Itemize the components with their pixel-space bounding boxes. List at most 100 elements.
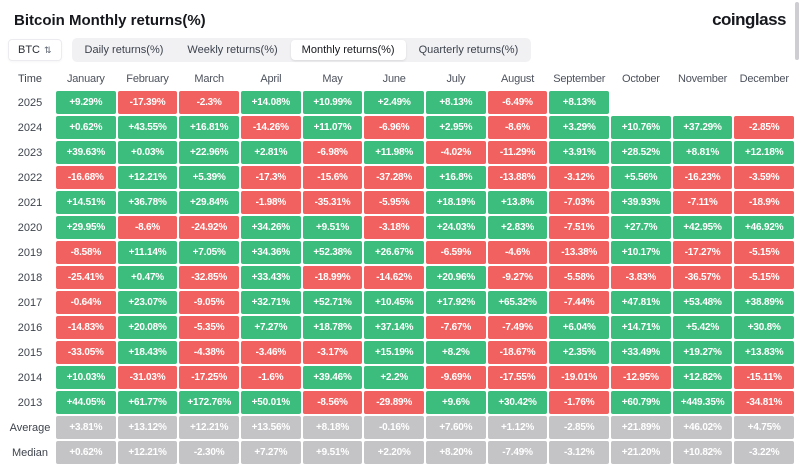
return-cell: +11.14%: [117, 241, 178, 264]
return-cell: -4.02%: [426, 141, 486, 164]
return-cell: +9.29%: [56, 91, 116, 114]
column-header-time: Time: [17, 72, 43, 85]
return-cell: -8.6%: [117, 216, 178, 239]
return-cell: +21.89%: [611, 416, 671, 439]
return-cell: +39.46%: [302, 366, 363, 389]
row-label: 2013: [17, 396, 43, 409]
return-cell: +9.51%: [302, 216, 363, 239]
return-cell: -3.12%: [549, 441, 610, 464]
row-label: 2019: [17, 246, 43, 259]
return-cell: -7.03%: [549, 191, 610, 214]
return-cell: +0.62%: [56, 116, 116, 139]
tab-quarterly[interactable]: Quarterly returns(%): [418, 44, 519, 56]
page-header: Bitcoin Monthly returns(%) coinglass: [0, 0, 800, 34]
table-row-2017: 2017 -0.64% +23.07% -9.05% +32.71% +52.71% +10…: [5, 290, 795, 315]
return-cell: -7.49%: [487, 316, 548, 339]
table-row-2014: 2014 +10.03% -31.03% -17.25% -1.6% +39.46% +2.…: [5, 365, 795, 390]
tab-weekly[interactable]: Weekly returns(%): [187, 44, 278, 56]
return-cell: +6.04%: [549, 316, 610, 339]
return-cell: -33.05%: [56, 341, 116, 364]
return-cell: +7.27%: [241, 316, 301, 339]
return-cell: +10.82%: [672, 441, 733, 464]
return-cell: [611, 91, 671, 114]
return-cell: -31.03%: [117, 366, 178, 389]
scrollbar-track[interactable]: [794, 0, 800, 468]
return-cell: -3.46%: [241, 341, 301, 364]
return-cell: +3.81%: [56, 416, 116, 439]
return-cell: -18.9%: [734, 191, 795, 214]
return-cell: -9.69%: [426, 366, 486, 389]
return-cell: -5.15%: [734, 266, 795, 289]
return-cell: +19.27%: [672, 341, 733, 364]
return-cell: +12.21%: [117, 166, 178, 189]
return-cell: +8.81%: [672, 141, 733, 164]
return-cell: +22.96%: [179, 141, 240, 164]
return-cell: -3.12%: [549, 166, 610, 189]
return-cell: -15.6%: [302, 166, 363, 189]
coin-selector-button[interactable]: BTC ⇅: [8, 39, 62, 61]
return-cell: +60.79%: [611, 391, 671, 414]
return-cell: +2.20%: [364, 441, 425, 464]
returns-tab-group: Daily returns(%) Weekly returns(%) Monthly…: [71, 38, 532, 62]
table-row-2021: 2021 +14.51% +36.78% +29.84% -1.98% -35.31% -5…: [5, 190, 795, 215]
return-cell: +5.39%: [179, 166, 240, 189]
return-cell: +10.17%: [611, 241, 671, 264]
column-header-april: April: [260, 72, 282, 85]
return-cell: +7.27%: [241, 441, 301, 464]
return-cell: +11.07%: [302, 116, 363, 139]
return-cell: +17.92%: [426, 291, 486, 314]
return-cell: +38.89%: [734, 291, 795, 314]
column-header-july: July: [446, 72, 466, 85]
table-row-2016: 2016 -14.83% +20.08% -5.35% +7.27% +18.78% +37…: [5, 315, 795, 340]
scrollbar-thumb[interactable]: [795, 2, 799, 60]
tab-daily[interactable]: Daily returns(%): [84, 44, 164, 56]
row-label: 2018: [17, 271, 43, 284]
return-cell: +37.29%: [672, 116, 733, 139]
return-cell: +24.03%: [426, 216, 486, 239]
return-cell: -7.67%: [426, 316, 486, 339]
return-cell: -13.88%: [487, 166, 548, 189]
column-header-september: September: [553, 72, 606, 85]
return-cell: +50.01%: [241, 391, 301, 414]
coinglass-logo: coinglass: [712, 10, 786, 29]
return-cell: +46.92%: [734, 216, 795, 239]
return-cell: -5.35%: [179, 316, 240, 339]
return-cell: +36.78%: [117, 191, 178, 214]
tab-monthly[interactable]: Monthly returns(%): [290, 40, 406, 60]
return-cell: -3.17%: [302, 341, 363, 364]
return-cell: -17.3%: [241, 166, 301, 189]
return-cell: +29.95%: [56, 216, 116, 239]
return-cell: -12.95%: [611, 366, 671, 389]
return-cell: +12.18%: [734, 141, 795, 164]
table-row-average: Average +3.81% +13.12% +12.21% +13.56% +8.18%…: [5, 415, 795, 440]
return-cell: -4.6%: [487, 241, 548, 264]
return-cell: -18.67%: [487, 341, 548, 364]
return-cell: +8.18%: [302, 416, 363, 439]
return-cell: -1.98%: [241, 191, 301, 214]
return-cell: -0.16%: [364, 416, 425, 439]
return-cell: +33.49%: [611, 341, 671, 364]
return-cell: +8.13%: [549, 91, 610, 114]
return-cell: +18.78%: [302, 316, 363, 339]
return-cell: -14.26%: [241, 116, 301, 139]
return-cell: -7.11%: [672, 191, 733, 214]
return-cell: +30.42%: [487, 391, 548, 414]
return-cell: [673, 91, 733, 114]
controls-bar: BTC ⇅ Daily returns(%) Weekly returns(%) M…: [0, 34, 800, 67]
return-cell: +20.96%: [426, 266, 486, 289]
return-cell: -17.39%: [117, 91, 178, 114]
return-cell: +46.02%: [672, 416, 733, 439]
return-cell: -37.28%: [364, 166, 425, 189]
return-cell: -6.59%: [426, 241, 486, 264]
return-cell: +5.42%: [672, 316, 733, 339]
return-cell: +5.56%: [611, 166, 671, 189]
column-header-march: March: [194, 72, 224, 85]
return-cell: +172.76%: [179, 391, 240, 414]
return-cell: +2.49%: [364, 91, 425, 114]
row-label: 2023: [17, 146, 43, 159]
row-label: 2022: [17, 171, 43, 184]
return-cell: -19.01%: [549, 366, 610, 389]
row-label: Average: [9, 421, 51, 434]
return-cell: +30.8%: [734, 316, 795, 339]
return-cell: +13.8%: [487, 191, 548, 214]
